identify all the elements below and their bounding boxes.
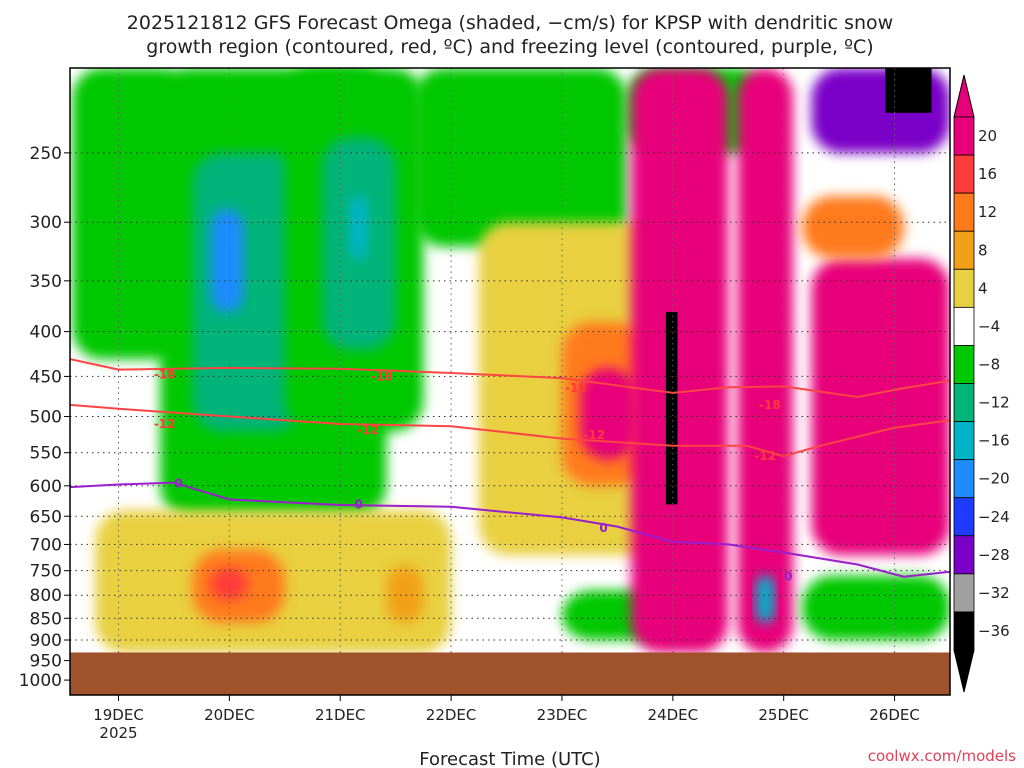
colorbar-label-5: −4 — [978, 317, 1000, 335]
contour-label-4: -12 — [357, 423, 379, 437]
y-axis: 2503003504004505005506006507007508008509… — [19, 144, 70, 691]
y-tick-label-800: 800 — [30, 586, 62, 606]
x-axis-title: Forecast Time (UTC) — [419, 749, 600, 768]
colorbar-bottom-arrow — [953, 649, 975, 693]
omega-region-19 — [665, 312, 678, 505]
x-tick-label-4: 23DEC — [537, 706, 588, 724]
contour-label-7: -12 — [583, 428, 605, 442]
chart-title-line2: growth region (contoured, red, ºC) and f… — [146, 36, 873, 58]
contour-label-1: -12 — [154, 417, 176, 431]
omega-region-4 — [210, 209, 244, 313]
y-tick-label-600: 600 — [30, 477, 62, 497]
colorbar-swatch-8 — [953, 421, 975, 461]
x-tick-label-7: 26DEC — [869, 706, 920, 724]
plot-area: -18 -12 0 -18 -12 0 -18 -12 0 -18 -12 0 — [70, 68, 950, 695]
y-tick-label-550: 550 — [30, 444, 62, 464]
colorbar-label-7: −12 — [978, 394, 1010, 412]
contour-2 — [70, 481, 950, 578]
colorbar-label-0: 20 — [978, 127, 997, 145]
plot-frame — [69, 67, 951, 696]
omega-region-26 — [802, 575, 950, 641]
chart-title-line1: 2025121812 GFS Forecast Omega (shaded, −… — [127, 12, 893, 34]
x-tick-label-3: 22DEC — [426, 706, 477, 724]
omega-region-20 — [737, 68, 793, 653]
contour-label-9: -18 — [759, 398, 781, 412]
x-tick-label-2: 21DEC — [315, 706, 366, 724]
contour-0 — [70, 358, 950, 399]
contour-label-6: -18 — [565, 381, 587, 395]
x-tick-label-5: 24DEC — [648, 706, 699, 724]
y-tick-label-350: 350 — [30, 272, 62, 292]
x-axis: 19DEC 20DEC 21DEC 22DEC 23DEC 24DEC 25DEC 26DEC… — [93, 695, 920, 742]
colorbar: 20 16 12 8 4 −4 −8 −12 −16 −20 −24 −28 −32 −36 — [953, 74, 1010, 693]
colorbar-swatch-9 — [953, 459, 975, 499]
omega-region-7 — [349, 195, 368, 259]
colorbar-top-arrow — [953, 74, 975, 118]
colorbar-swatch-12 — [953, 573, 975, 613]
y-tick-label-750: 750 — [30, 562, 62, 582]
omega-region-8 — [414, 68, 627, 247]
omega-region-23 — [802, 195, 904, 259]
omega-region-16 — [580, 367, 636, 460]
y-tick-label-900: 900 — [30, 631, 62, 651]
y-tick-label-700: 700 — [30, 535, 62, 555]
omega-region-13 — [386, 565, 424, 623]
colorbar-swatch-13 — [953, 611, 975, 651]
x-tick-label-0: 19DEC — [93, 706, 144, 724]
contour-label-3: -18 — [371, 369, 393, 383]
colorbar-label-10: −24 — [978, 508, 1010, 526]
watermark-text: coolwx.com/models — [868, 747, 1016, 765]
colorbar-swatch-0 — [953, 116, 975, 156]
y-tick-label-650: 650 — [30, 507, 62, 527]
x-year-label: 2025 — [99, 724, 137, 742]
x-tick-label-1: 20DEC — [204, 706, 255, 724]
colorbar-swatch-4 — [953, 268, 975, 308]
omega-region-1 — [72, 68, 188, 360]
colorbar-label-12: −32 — [978, 584, 1010, 602]
x-tick-label-6: 25DEC — [758, 706, 809, 724]
omega-region-22 — [811, 258, 950, 556]
omega-region-18 — [631, 68, 729, 653]
contour-label-5: 0 — [355, 497, 363, 511]
omega-region-12 — [210, 568, 248, 600]
colorbar-label-13: −36 — [978, 622, 1010, 640]
y-tick-label-250: 250 — [30, 144, 62, 164]
colorbar-label-2: 12 — [978, 203, 997, 221]
colorbar-swatch-10 — [953, 497, 975, 537]
contour-label-8: 0 — [599, 521, 607, 535]
y-tick-label-500: 500 — [30, 407, 62, 427]
contour-label-0: -18 — [154, 368, 176, 382]
y-tick-label-450: 450 — [30, 367, 62, 387]
colorbar-label-4: 4 — [978, 279, 988, 297]
y-tick-label-400: 400 — [30, 323, 62, 343]
colorbar-label-6: −8 — [978, 355, 1000, 373]
contour-label-2: 0 — [174, 476, 182, 490]
colorbar-label-1: 16 — [978, 165, 997, 183]
contour-1 — [70, 403, 950, 458]
colorbar-label-11: −28 — [978, 546, 1010, 564]
colorbar-swatch-11 — [953, 535, 975, 575]
colorbar-swatch-5 — [953, 306, 975, 346]
y-tick-label-950: 950 — [30, 652, 62, 672]
y-tick-label-850: 850 — [30, 609, 62, 629]
contour-label-10: -12 — [754, 449, 776, 463]
colorbar-swatch-7 — [953, 383, 975, 422]
contour-label-11: 0 — [784, 570, 792, 584]
omega-shading — [70, 68, 950, 653]
colorbar-swatch-6 — [953, 345, 975, 384]
colorbar-label-3: 8 — [978, 241, 988, 259]
y-tick-label-300: 300 — [30, 213, 62, 233]
omega-region-21 — [755, 575, 775, 623]
ground-mask — [70, 652, 950, 695]
colorbar-label-8: −16 — [978, 432, 1010, 450]
y-tick-label-1000: 1000 — [19, 671, 62, 691]
colorbar-swatch-2 — [953, 192, 975, 232]
colorbar-swatch-1 — [953, 154, 975, 194]
colorbar-label-9: −20 — [978, 470, 1010, 488]
colorbar-swatch-3 — [953, 230, 975, 270]
omega-region-25 — [885, 68, 932, 113]
contour-labels: -18 -12 0 -18 -12 0 -18 -12 0 -18 -12 0 — [154, 368, 793, 584]
contour-lines — [70, 358, 950, 578]
